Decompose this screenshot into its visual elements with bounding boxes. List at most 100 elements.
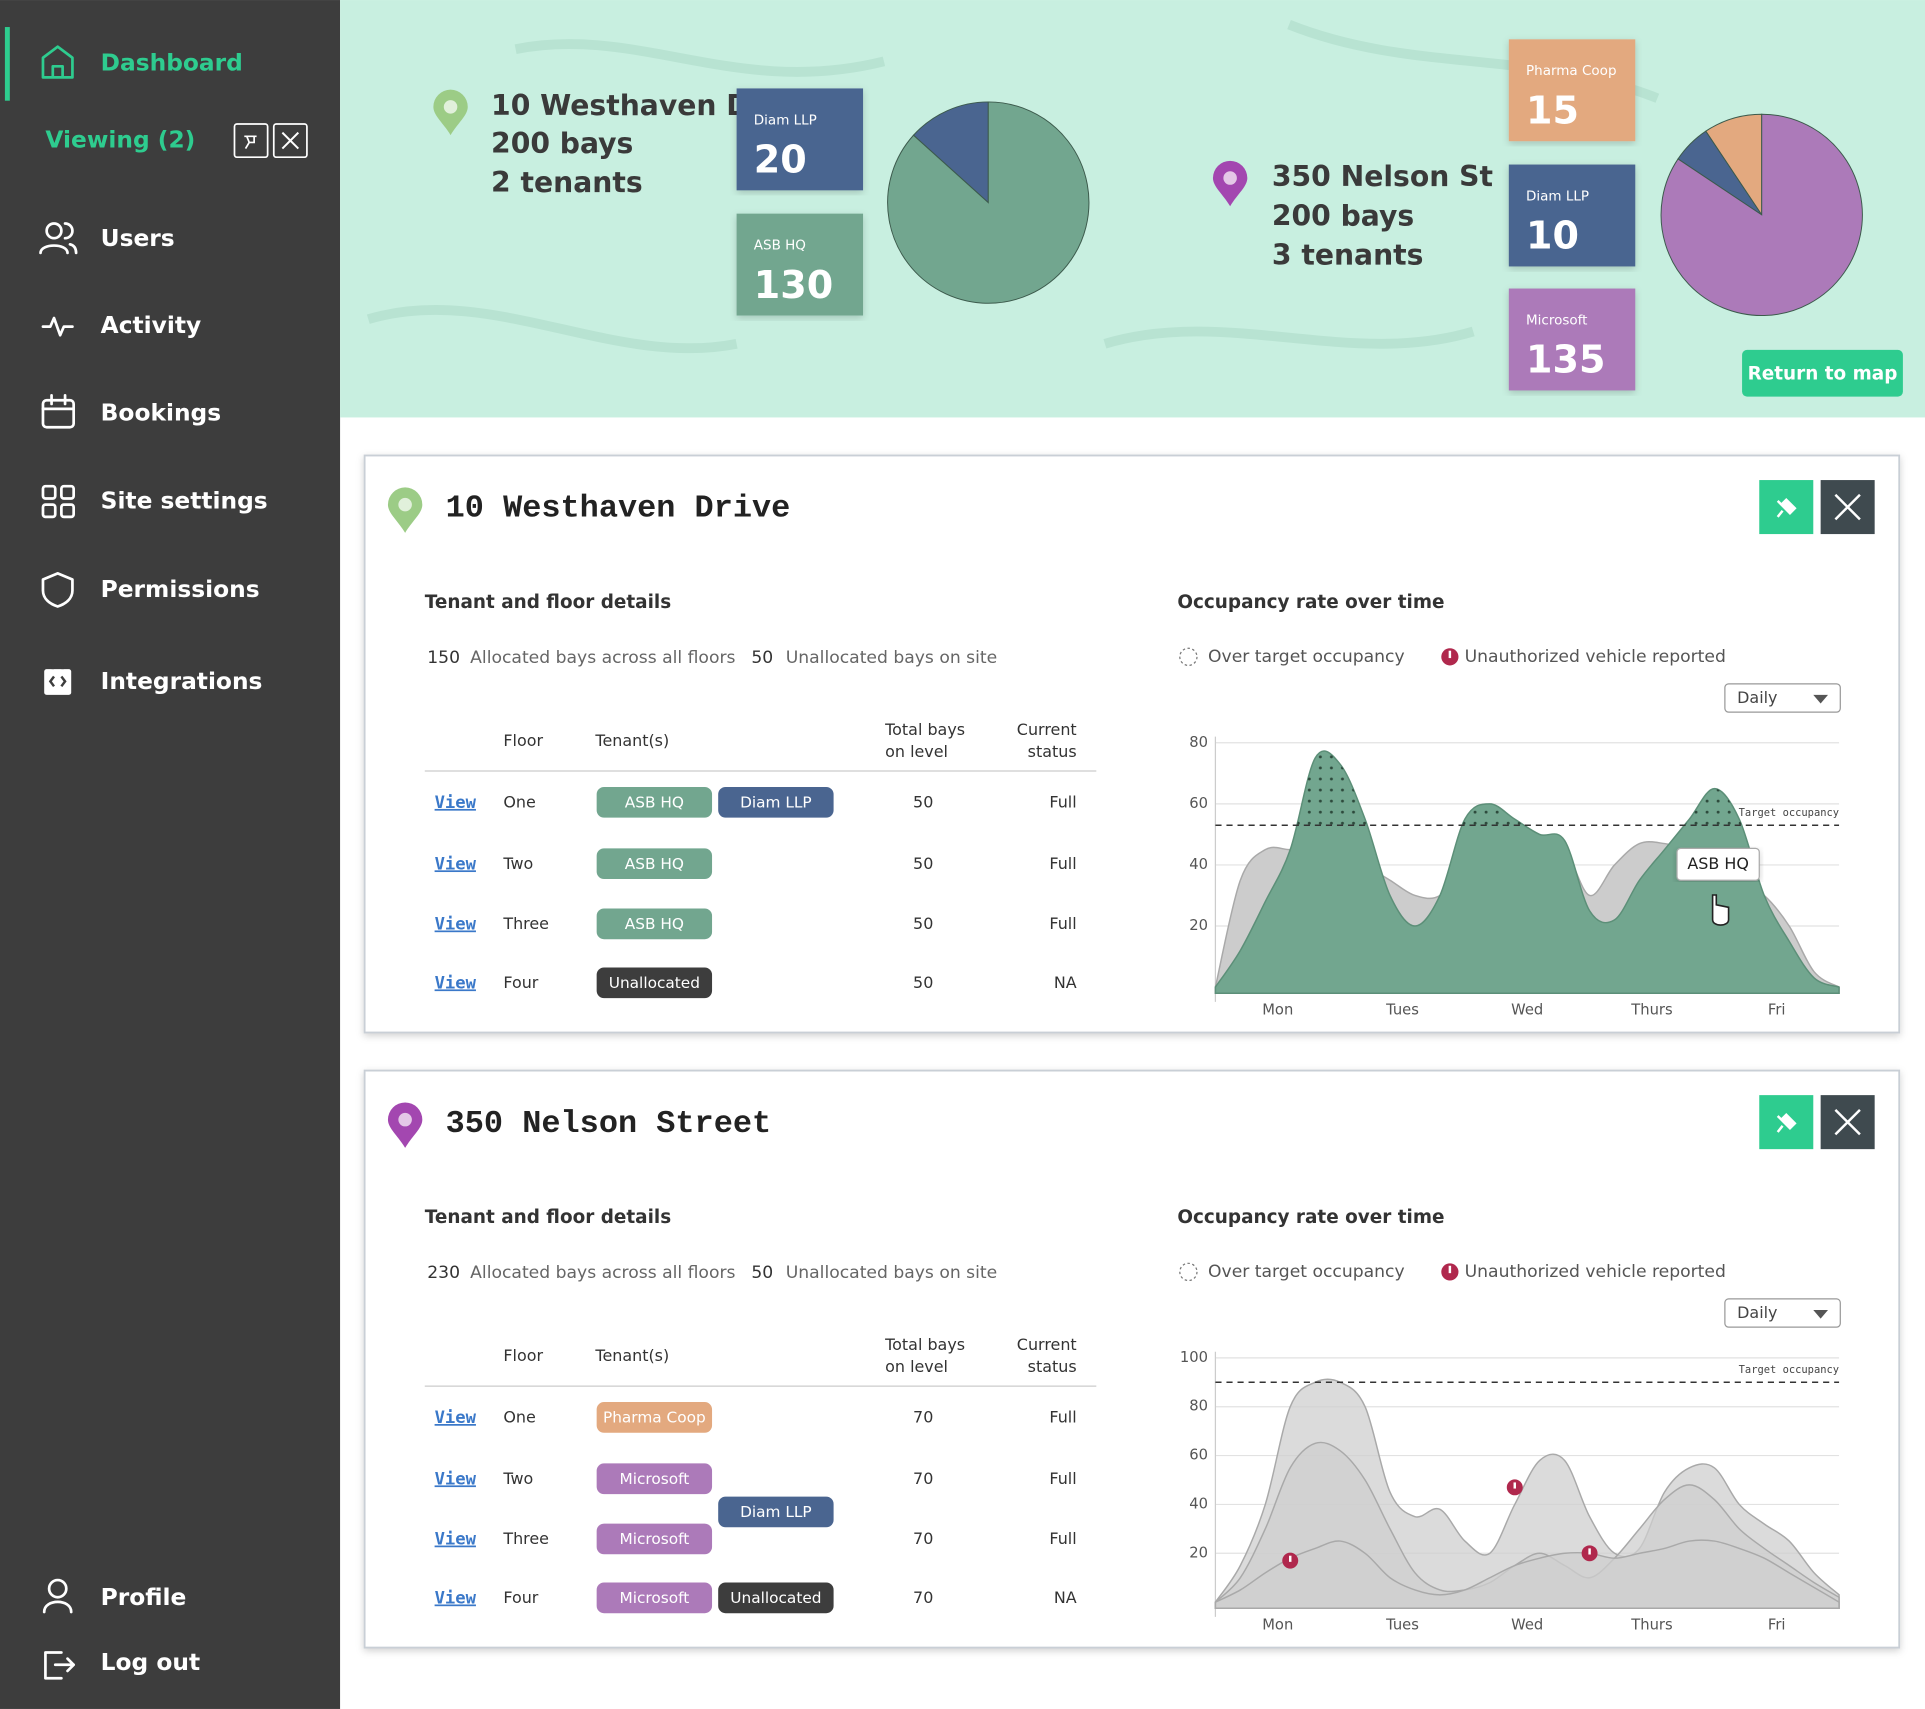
nav-item[interactable]: Permissions — [101, 576, 260, 603]
dropdown-label[interactable]: Daily — [1737, 1303, 1777, 1322]
nav-item[interactable]: Bookings — [101, 399, 221, 426]
y-tick-label: 80 — [1189, 734, 1208, 751]
site-address: 10 Westhaven Dr — [491, 89, 764, 122]
view-link[interactable]: View — [435, 1408, 477, 1428]
nav-item[interactable]: Activity — [101, 312, 202, 339]
return-button-label[interactable]: Return to map — [1748, 363, 1898, 384]
nav-item[interactable]: Users — [101, 225, 175, 252]
column-header: status — [1028, 1357, 1077, 1376]
nav-item[interactable]: Dashboard — [101, 49, 243, 76]
summary: 10 Westhaven Dr 200 bays 2 tenants Diam LLP… — [433, 39, 1903, 397]
view-link[interactable]: View — [435, 914, 477, 934]
column-header: Floor — [503, 1346, 543, 1365]
dropdown[interactable] — [1724, 683, 1841, 713]
tenant-chip — [718, 786, 834, 818]
dropdown-arrow[interactable] — [1813, 1309, 1829, 1319]
view-link[interactable]: View — [435, 1588, 477, 1608]
active-indicator — [4, 27, 10, 101]
status: NA — [1054, 973, 1077, 992]
card-value: 130 — [754, 263, 833, 307]
view-link[interactable]: View — [435, 1530, 477, 1550]
site-tenants: 2 tenants — [491, 166, 643, 199]
section-title: Occupancy rate over time — [1177, 1207, 1444, 1228]
bays: 50 — [913, 914, 933, 933]
floor: One — [503, 1408, 535, 1427]
unallocated-label: Unallocated bays on site — [786, 1263, 998, 1283]
dropdown-arrow[interactable] — [1813, 694, 1829, 704]
return-button[interactable] — [1742, 349, 1903, 397]
tenant-card — [1508, 39, 1636, 142]
tenant-chip-label: ASB HQ — [625, 793, 684, 811]
tenant-chip-label: Microsoft — [619, 1470, 689, 1488]
floor: Two — [502, 1469, 533, 1488]
bays: 50 — [913, 792, 933, 811]
floor: Three — [502, 914, 549, 933]
x-tick-label: Thurs — [1630, 1616, 1672, 1633]
bays: 70 — [913, 1469, 933, 1488]
bays: 50 — [913, 973, 933, 992]
map-texture — [366, 20, 1660, 354]
site-pin-hole — [443, 100, 458, 114]
y-tick-label: 40 — [1189, 856, 1208, 873]
column-header: Current — [1017, 1335, 1077, 1354]
pin-icon[interactable] — [1776, 497, 1797, 518]
legend-icon-mark — [1448, 1265, 1452, 1274]
dropdown[interactable] — [1724, 1298, 1841, 1328]
pie-slice — [912, 101, 989, 204]
tenant-chip-label: ASB HQ — [625, 915, 684, 933]
y-tick-label: 60 — [1189, 1447, 1208, 1464]
x-tick-label: Mon — [1262, 1001, 1293, 1018]
floor: One — [503, 792, 535, 811]
column-header: Total bays — [884, 720, 965, 739]
column-header: Floor — [503, 731, 543, 750]
site-panel: 350 Nelson Street Tenant and floor detail… — [363, 1069, 1901, 1649]
view-link[interactable]: View — [435, 1469, 477, 1489]
status: Full — [1049, 1408, 1076, 1427]
status: Full — [1049, 792, 1076, 811]
tenant-chip — [596, 1523, 713, 1555]
close-icon[interactable] — [1834, 1108, 1861, 1136]
viewing-buttons[interactable] — [233, 123, 308, 159]
tooltip — [1676, 847, 1760, 881]
tenant-card — [1508, 164, 1636, 267]
close-icon[interactable] — [1834, 493, 1861, 521]
card-value: 20 — [754, 138, 807, 182]
tenant-card — [736, 88, 864, 191]
nav-item[interactable]: Log out — [101, 1649, 200, 1676]
tenant-chip-label: Microsoft — [619, 1589, 689, 1607]
dropdown-label[interactable]: Daily — [1737, 688, 1777, 707]
view-link[interactable]: View — [435, 854, 477, 874]
site-panel: 10 Westhaven Drive Tenant and floor detai… — [363, 454, 1901, 1034]
floor: Four — [503, 973, 538, 992]
panel-title: 350 Nelson Street — [446, 1105, 772, 1142]
y-tick-label: 100 — [1180, 1349, 1208, 1366]
card-label: Microsoft — [1526, 312, 1587, 328]
x-tick-label: Wed — [1511, 1001, 1543, 1018]
site-bays: 200 bays — [491, 127, 633, 160]
panel-title: 10 Westhaven Drive — [446, 490, 791, 527]
y-tick-label: 20 — [1189, 1544, 1208, 1561]
view-link[interactable]: View — [435, 973, 477, 993]
legend-icon-mark — [1448, 650, 1452, 659]
card-label: Diam LLP — [754, 112, 817, 128]
nav-item[interactable]: Integrations — [101, 668, 263, 695]
viewing-label[interactable]: Viewing (2) — [45, 127, 195, 154]
x-tick-label: Wed — [1511, 1616, 1543, 1633]
legend-label: Over target occupancy — [1208, 1262, 1405, 1282]
nav-item[interactable]: Profile — [101, 1584, 187, 1611]
card-label: ASB HQ — [754, 238, 806, 254]
nav-item[interactable]: Site settings — [101, 488, 268, 515]
allocated-label: Allocated bays across all floors — [470, 648, 735, 668]
section-title: Tenant and floor details — [425, 1207, 671, 1228]
tenant-chip — [596, 786, 713, 818]
view-link[interactable]: View — [435, 793, 477, 813]
tenant-chip — [596, 967, 713, 999]
legend-label: Unauthorized vehicle reported — [1465, 647, 1726, 667]
floor: Four — [503, 1588, 538, 1607]
pin-icon[interactable] — [1776, 1113, 1797, 1133]
y-tick-label: 20 — [1189, 917, 1208, 934]
allocated-label: Allocated bays across all floors — [470, 1263, 735, 1283]
tenant-card — [736, 213, 864, 316]
section-title: Occupancy rate over time — [1177, 592, 1444, 613]
x-tick-label: Tues — [1385, 1001, 1419, 1018]
